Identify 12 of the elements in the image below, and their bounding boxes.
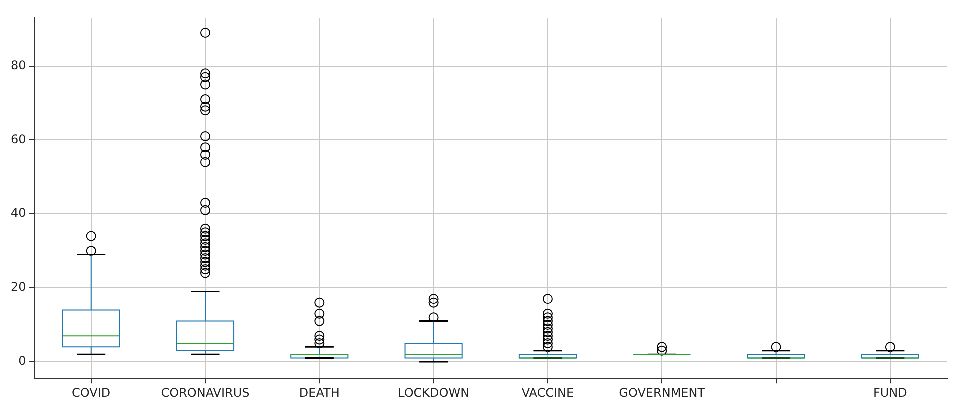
x-tick-label: VACCINE xyxy=(522,386,574,400)
y-tick-label: 0 xyxy=(18,354,26,368)
x-tick-label: DEATH xyxy=(299,386,340,400)
x-tick-label: CORONAVIRUS xyxy=(161,386,250,400)
y-tick-label: 80 xyxy=(10,58,26,72)
x-tick-label: GOVERNMENT xyxy=(619,386,706,400)
y-tick-label: 60 xyxy=(10,132,26,146)
y-tick-label: 20 xyxy=(10,280,26,294)
x-tick-label: LOCKDOWN xyxy=(398,386,470,400)
y-tick-label: 40 xyxy=(10,206,26,220)
x-tick-label: FUND xyxy=(873,386,908,400)
x-tick-label: COVID xyxy=(72,386,111,400)
